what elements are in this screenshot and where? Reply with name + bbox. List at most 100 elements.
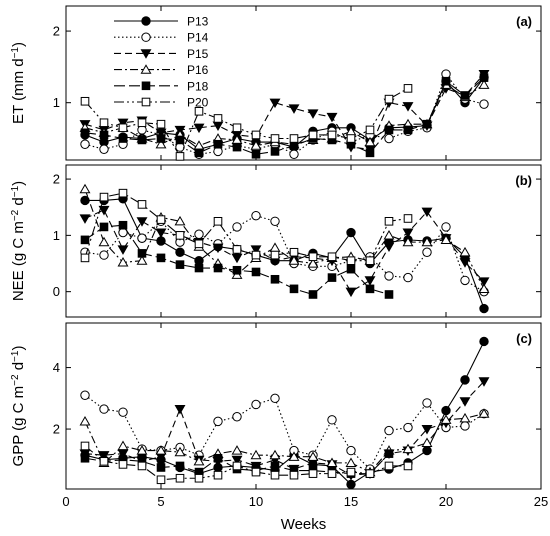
data-point [137, 233, 147, 243]
legend-marker [140, 49, 152, 59]
data-point [402, 236, 414, 247]
data-point [289, 149, 299, 159]
x-axis-label: Weeks [281, 516, 327, 533]
data-point [384, 125, 394, 135]
data-point [289, 247, 299, 257]
data-point [98, 205, 110, 216]
data-point [288, 451, 300, 461]
plot-frame [65, 322, 542, 490]
data-point [137, 135, 147, 145]
data-point [308, 290, 318, 299]
data-point [327, 130, 337, 140]
data-point [251, 130, 261, 140]
data-point [270, 147, 280, 156]
data-point [422, 247, 432, 257]
data-point [289, 284, 299, 294]
data-point [459, 258, 471, 268]
data-point [459, 246, 471, 257]
data-point [478, 277, 490, 287]
data-point [326, 457, 338, 467]
data-point [174, 215, 186, 226]
data-point [175, 473, 185, 483]
x-tick-label: 25 [534, 494, 548, 509]
data-point [117, 256, 129, 267]
legend-marker [141, 81, 151, 91]
data-point [213, 453, 223, 463]
panel-2: 0 1 2 (b) NEE (g C m−2 d−1) [10, 164, 542, 318]
data-point [79, 214, 91, 224]
data-point [403, 422, 413, 433]
data-point [402, 228, 414, 238]
data-point [478, 79, 490, 89]
data-point [175, 135, 185, 145]
data-point [80, 235, 90, 245]
data-point [269, 242, 281, 252]
data-point [232, 265, 242, 275]
data-point [194, 473, 204, 483]
data-point [365, 469, 375, 478]
data-point [232, 222, 242, 232]
data-point [384, 290, 394, 299]
data-point [156, 134, 166, 143]
data-point [251, 399, 261, 410]
data-point [194, 256, 204, 266]
data-point [99, 130, 109, 140]
data-point [174, 404, 186, 415]
data-point [213, 416, 223, 427]
data-point [99, 144, 109, 154]
data-point [194, 263, 204, 273]
y-tick-label: 2 [53, 422, 60, 437]
series-line [84, 77, 485, 155]
data-point [384, 271, 394, 281]
data-point [384, 133, 394, 144]
y-tick-label: 1 [53, 228, 60, 243]
data-point [250, 449, 262, 460]
legend: P13 P14 P15 P16 P18 P20 [114, 15, 209, 110]
data-point [459, 412, 471, 423]
series-line [84, 72, 485, 155]
data-point [231, 445, 243, 455]
data-point [270, 461, 280, 471]
series-line [84, 77, 485, 150]
data-point [156, 215, 166, 224]
data-point [232, 142, 242, 152]
data-point [289, 470, 299, 480]
data-point [345, 457, 357, 467]
data-point [383, 242, 395, 253]
data-point [213, 114, 223, 123]
data-point [365, 148, 375, 158]
panel-label: (c) [516, 331, 532, 346]
legend-marker [141, 97, 151, 107]
legend-label: P15 [187, 47, 209, 61]
data-point [213, 263, 223, 273]
data-point [80, 139, 90, 149]
data-point [155, 138, 167, 149]
data-point [364, 276, 376, 286]
x-tick-label: 20 [439, 494, 453, 509]
data-point [231, 455, 243, 466]
series-line [84, 413, 485, 473]
y-tick-label: 0 [53, 284, 60, 299]
data-point [326, 112, 338, 123]
data-point [251, 467, 261, 477]
data-point [232, 245, 242, 254]
x-tick-label: 10 [249, 494, 263, 509]
series-line [84, 215, 485, 293]
legend-marker [141, 16, 151, 26]
data-point [98, 451, 110, 461]
data-point [307, 451, 319, 461]
data-point [156, 253, 166, 263]
series-p20 [80, 441, 413, 485]
data-point [422, 119, 432, 129]
panel-1: 1 2 (a) ET (mm d−1) P13 P14 P15 P16 P18 P20 [10, 5, 542, 161]
data-point [307, 109, 319, 119]
x-tick-label: 15 [344, 494, 358, 509]
data-point [460, 91, 470, 100]
data-point [194, 106, 204, 116]
data-point [403, 214, 413, 223]
data-point [155, 445, 167, 455]
panel-label: (a) [516, 14, 532, 29]
data-point [80, 453, 90, 463]
data-point [193, 123, 205, 134]
panel-3: 2 4 0 5 10 15 20 25 (c) GPP (g C m−2 d−1) [10, 322, 548, 509]
